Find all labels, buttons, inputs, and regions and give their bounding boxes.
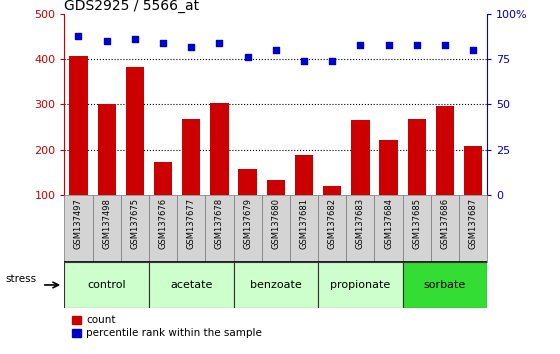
Point xyxy=(356,42,365,48)
Text: benzoate: benzoate xyxy=(250,280,302,290)
Bar xyxy=(234,262,318,308)
Point xyxy=(271,47,280,53)
Bar xyxy=(267,180,285,240)
Bar xyxy=(149,262,234,308)
Bar xyxy=(121,195,149,262)
Bar xyxy=(210,103,228,240)
Point xyxy=(300,58,309,64)
Bar xyxy=(351,120,370,240)
Text: GSM137498: GSM137498 xyxy=(102,198,111,249)
Bar xyxy=(403,262,487,308)
Text: acetate: acetate xyxy=(170,280,212,290)
Bar xyxy=(436,106,454,240)
Bar xyxy=(206,195,234,262)
Bar xyxy=(459,195,487,262)
Text: GSM137677: GSM137677 xyxy=(186,198,196,249)
Bar xyxy=(290,195,318,262)
Bar xyxy=(125,67,144,240)
Text: GSM137497: GSM137497 xyxy=(74,198,83,249)
Point xyxy=(243,55,252,60)
Bar xyxy=(262,195,290,262)
Bar xyxy=(379,139,398,240)
Bar xyxy=(64,195,92,262)
Text: propionate: propionate xyxy=(330,280,390,290)
Point xyxy=(469,47,478,53)
Bar xyxy=(234,195,262,262)
Text: control: control xyxy=(87,280,126,290)
Text: GSM137682: GSM137682 xyxy=(328,198,337,249)
Bar xyxy=(149,195,177,262)
Bar xyxy=(64,262,149,308)
Text: GSM137687: GSM137687 xyxy=(469,198,478,249)
Bar xyxy=(154,162,172,240)
Text: GSM137675: GSM137675 xyxy=(130,198,139,249)
Text: GSM137683: GSM137683 xyxy=(356,198,365,249)
Text: GSM137679: GSM137679 xyxy=(243,198,252,249)
Point xyxy=(215,40,224,46)
Bar xyxy=(97,103,116,240)
Bar xyxy=(182,119,200,240)
Bar xyxy=(431,195,459,262)
Point xyxy=(412,42,421,48)
Point xyxy=(187,44,196,50)
Bar xyxy=(464,147,482,240)
Bar xyxy=(92,195,121,262)
Point xyxy=(158,40,167,46)
Bar xyxy=(403,195,431,262)
Bar xyxy=(69,56,88,240)
Bar xyxy=(323,185,342,240)
Point xyxy=(440,42,449,48)
Text: GDS2925 / 5566_at: GDS2925 / 5566_at xyxy=(64,0,199,13)
Text: sorbate: sorbate xyxy=(424,280,466,290)
Legend: count, percentile rank within the sample: count, percentile rank within the sample xyxy=(69,313,264,341)
Text: stress: stress xyxy=(5,274,36,285)
Text: GSM137676: GSM137676 xyxy=(158,198,167,249)
Text: GSM137684: GSM137684 xyxy=(384,198,393,249)
Point xyxy=(384,42,393,48)
Text: GSM137678: GSM137678 xyxy=(215,198,224,249)
Text: GSM137685: GSM137685 xyxy=(412,198,421,249)
Text: GSM137680: GSM137680 xyxy=(271,198,281,249)
Bar xyxy=(408,119,426,240)
Point xyxy=(74,33,83,39)
Point xyxy=(130,36,139,42)
Bar xyxy=(318,195,346,262)
Bar xyxy=(346,195,375,262)
Bar xyxy=(177,195,206,262)
Point xyxy=(102,38,111,44)
Bar xyxy=(318,262,403,308)
Bar xyxy=(295,155,313,240)
Point xyxy=(328,58,337,64)
Text: GSM137686: GSM137686 xyxy=(440,198,450,249)
Bar xyxy=(375,195,403,262)
Bar xyxy=(239,169,257,240)
Text: GSM137681: GSM137681 xyxy=(300,198,309,249)
